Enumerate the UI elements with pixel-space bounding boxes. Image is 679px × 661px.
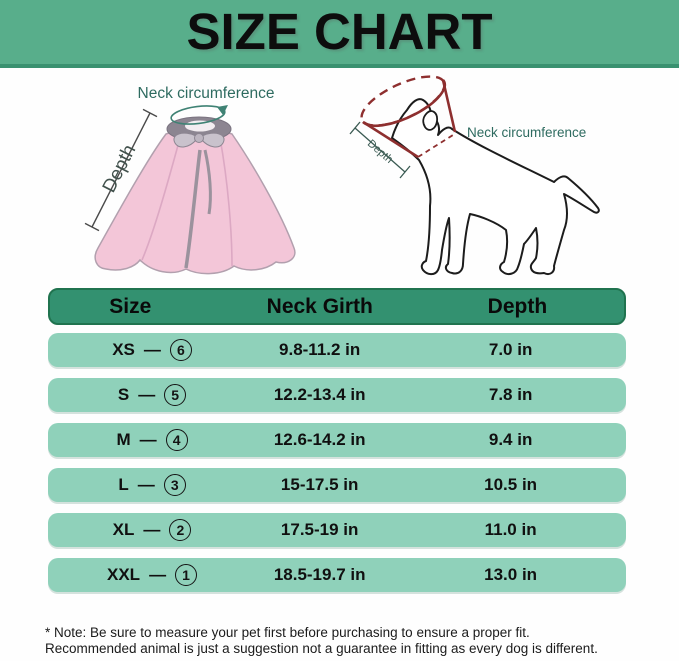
circled-number: 1: [175, 564, 198, 586]
size-cell: XS — 6: [48, 339, 256, 361]
size-cell: S — 5: [48, 384, 256, 406]
dash: —: [143, 520, 161, 539]
cone-bow-left-loop: [173, 132, 197, 148]
cone-collar-diagram: Neck circumference Depth: [84, 85, 296, 275]
table-row: XXL — 1 18.5-19.7 in 13.0 in: [48, 558, 626, 592]
size-label: M: [116, 430, 131, 449]
table-row: L — 3 15-17.5 in 10.5 in: [48, 468, 626, 502]
cone-strap-tie: [203, 149, 212, 215]
cone-seam-left: [141, 137, 181, 261]
size-label: S: [117, 385, 130, 404]
dash: —: [137, 475, 155, 494]
circled-number: 2: [169, 519, 192, 541]
dash: —: [149, 565, 167, 584]
neck-girth-cell: 12.2-13.4 in: [273, 385, 366, 404]
circled-number: 3: [163, 474, 186, 496]
depth-cell: 13.0 in: [484, 565, 538, 584]
size-label: XS: [112, 340, 135, 359]
neck-girth-cell: 9.8-11.2 in: [279, 340, 361, 359]
header-depth: Depth: [487, 294, 548, 318]
table-row: XL — 2 17.5-19 in 11.0 in: [48, 513, 626, 547]
cone-seam-right: [219, 137, 233, 267]
dog-inner-ear: [422, 110, 438, 131]
circled-number: 6: [169, 339, 192, 361]
neck-girth-cell: 17.5-19 in: [280, 520, 359, 539]
title-banner: SIZE CHART: [0, 0, 679, 68]
table-row: XS — 6 9.8-11.2 in 7.0 in: [48, 333, 626, 367]
cone-front-strap: [184, 149, 202, 269]
cone-bow-knot: [194, 133, 204, 143]
dog-outline: [391, 98, 600, 276]
size-cell: L — 3: [48, 474, 256, 496]
cone-neck-opening: [185, 120, 215, 132]
table-row: S — 5 12.2-13.4 in 7.8 in: [48, 378, 626, 412]
page-title: SIZE CHART: [186, 3, 493, 60]
depth-cell: 7.0 in: [488, 340, 533, 359]
dog-cone-left-edge: [362, 120, 419, 159]
depth-cell: 10.5 in: [484, 475, 538, 494]
size-cell: XXL — 1: [48, 564, 256, 586]
header-size: Size: [109, 294, 152, 318]
dash: —: [143, 340, 161, 359]
dash: —: [138, 385, 156, 404]
circled-number: 4: [165, 429, 188, 451]
cone-bow-right-loop: [201, 132, 225, 148]
circled-number: 5: [164, 384, 187, 406]
cone-neck-circumference-label: Neck circumference: [138, 85, 275, 102]
cone-circumference-arrow: [170, 105, 226, 125]
size-label: XXL: [107, 565, 141, 584]
dog-neck-circumference-label: Neck circumference: [467, 125, 586, 140]
size-label: XL: [112, 520, 135, 539]
footnote-line-1: * Note: Be sure to measure your pet firs…: [45, 625, 530, 640]
neck-girth-cell: 18.5-19.7 in: [273, 565, 366, 584]
size-cell: XL — 2: [48, 519, 256, 541]
illustration-area: Neck circumference Depth Neck circumfere…: [0, 68, 679, 290]
header-neck-girth: Neck Girth: [266, 294, 373, 318]
table-header-row: Size Neck Girth Depth: [48, 288, 626, 325]
dog-diagram: Neck circumference Depth: [349, 75, 600, 276]
neck-girth-cell: 12.6-14.2 in: [273, 430, 366, 449]
size-cell: M — 4: [48, 429, 256, 451]
neck-girth-cell: 15-17.5 in: [280, 475, 359, 494]
dog-depth-label: Depth: [365, 138, 395, 166]
depth-cell: 9.4 in: [488, 430, 533, 449]
size-label: L: [118, 475, 129, 494]
dog-depth-measure-line: [349, 121, 411, 179]
dog-cone-right-edge: [441, 79, 457, 133]
depth-cell: 11.0 in: [484, 520, 537, 539]
dog-cone-neck-dashed: [417, 134, 454, 158]
footnote: * Note: Be sure to measure your pet firs…: [45, 625, 655, 656]
dash: —: [139, 430, 157, 449]
cone-depth-measure-line: [84, 108, 158, 232]
footnote-line-2: Recommended animal is just a suggestion …: [45, 640, 598, 656]
cone-arrowhead: [217, 105, 228, 115]
table-row: M — 4 12.6-14.2 in 9.4 in: [48, 423, 626, 457]
size-table: Size Neck Girth Depth XS — 6 9.8-11.2 in…: [48, 288, 626, 603]
depth-cell: 7.8 in: [488, 385, 533, 404]
